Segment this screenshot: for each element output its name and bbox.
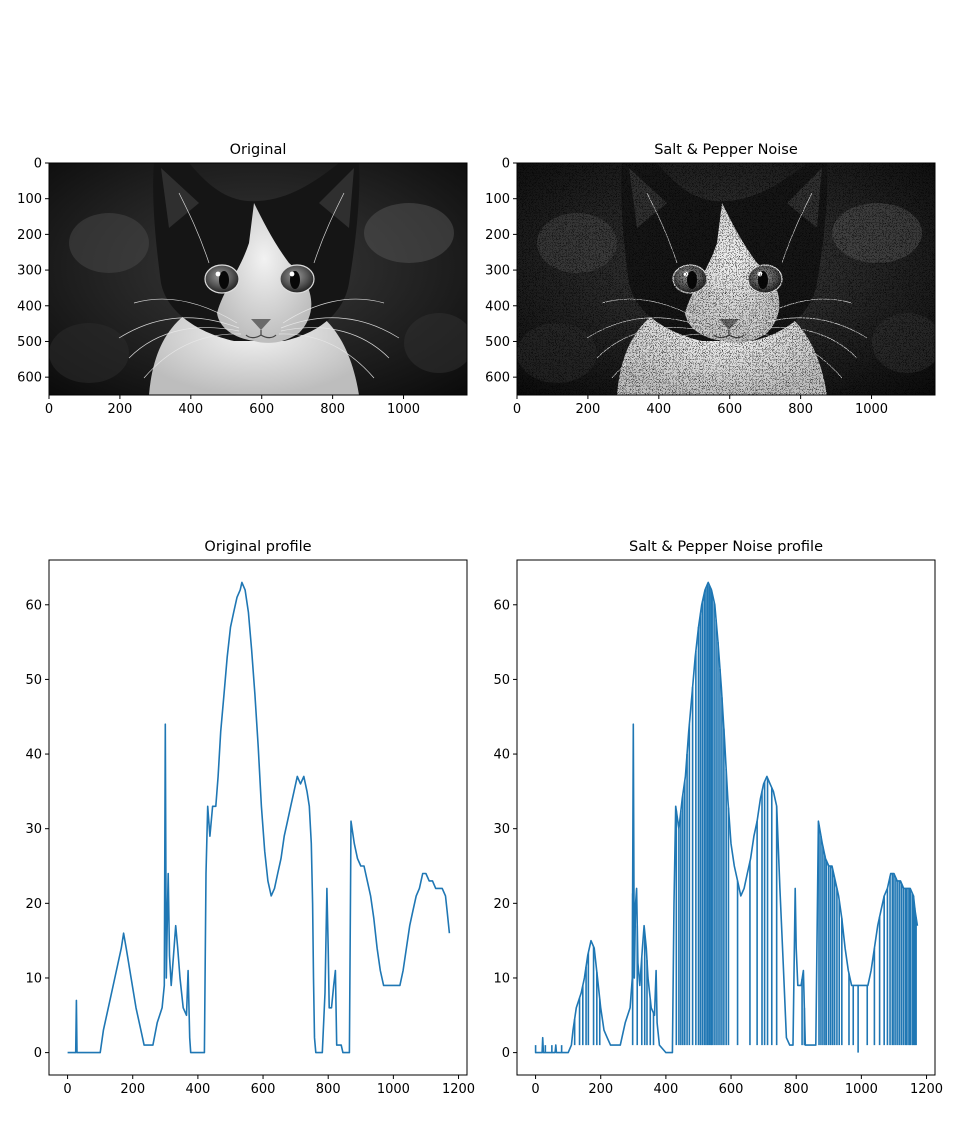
y-tick-label: 60 — [25, 598, 42, 613]
x-tick-label: 600 — [717, 402, 742, 417]
y-tick-label: 0 — [34, 1046, 42, 1061]
y-tick-label: 600 — [17, 371, 42, 386]
y-tick-label: 10 — [25, 971, 42, 986]
y-tick-label: 30 — [493, 822, 510, 837]
y-tick-label: 100 — [485, 192, 510, 207]
y-tick-label: 0 — [502, 1046, 510, 1061]
y-tick-label: 200 — [485, 228, 510, 243]
axes-frame — [516, 559, 936, 1076]
x-tick-label: 1000 — [845, 1082, 878, 1097]
y-tick-label: 60 — [493, 598, 510, 613]
y-tick-label: 50 — [25, 673, 42, 688]
y-tick-label: 40 — [493, 748, 510, 763]
y-tick-label: 400 — [485, 299, 510, 314]
salt-pepper-noise-overlay — [517, 163, 935, 395]
y-tick-label: 300 — [17, 264, 42, 279]
x-tick-label: 200 — [107, 402, 132, 417]
x-tick-label: 200 — [575, 402, 600, 417]
x-tick-label: 0 — [531, 1082, 539, 1097]
x-tick-label: 1000 — [855, 402, 888, 417]
y-tick-label: 30 — [25, 822, 42, 837]
x-tick-label: 1000 — [377, 1082, 410, 1097]
panel-title: Original profile — [204, 539, 311, 555]
x-tick-label: 600 — [251, 1082, 276, 1097]
x-tick-label: 600 — [249, 402, 274, 417]
x-tick-label: 800 — [320, 402, 345, 417]
x-tick-label: 800 — [788, 402, 813, 417]
panel-1: Original 0 200 400 600 800 1000 0 100 200 300 400 50… — [17, 142, 468, 417]
panel-3: Original profile 0 200 400 600 800 1000 1200 0 10… — [25, 539, 475, 1097]
x-tick-label: 800 — [316, 1082, 341, 1097]
y-tick-label: 40 — [25, 748, 42, 763]
x-tick-label: 1200 — [442, 1082, 475, 1097]
y-tick-label: 0 — [34, 157, 42, 172]
panel-title: Original — [230, 142, 287, 158]
x-tick-label: 0 — [45, 402, 53, 417]
panel-title: Salt & Pepper Noise — [654, 142, 798, 158]
axes-frame — [48, 162, 468, 396]
y-tick-label: 400 — [17, 299, 42, 314]
y-tick-label: 500 — [17, 335, 42, 350]
y-tick-label: 10 — [493, 971, 510, 986]
panel-2: Salt & Pepper Noise 0 200 400 600 800 1000 0 100… — [485, 142, 936, 417]
y-tick-label: 100 — [17, 192, 42, 207]
y-tick-label: 20 — [493, 897, 510, 912]
x-tick-label: 1000 — [387, 402, 420, 417]
x-tick-label: 800 — [784, 1082, 809, 1097]
y-tick-label: 300 — [485, 264, 510, 279]
y-tick-label: 500 — [485, 335, 510, 350]
x-tick-label: 1200 — [910, 1082, 943, 1097]
x-tick-label: 600 — [719, 1082, 744, 1097]
x-tick-label: 400 — [178, 402, 203, 417]
panel-title: Salt & Pepper Noise profile — [629, 539, 823, 555]
x-tick-label: 200 — [120, 1082, 145, 1097]
x-tick-label: 400 — [185, 1082, 210, 1097]
x-tick-label: 0 — [63, 1082, 71, 1097]
y-tick-label: 20 — [25, 897, 42, 912]
profile-line — [67, 581, 451, 1054]
x-tick-label: 200 — [588, 1082, 613, 1097]
profile-line — [534, 581, 919, 1054]
x-tick-label: 0 — [513, 402, 521, 417]
y-tick-label: 200 — [17, 228, 42, 243]
x-tick-label: 400 — [646, 402, 671, 417]
axes-frame — [516, 162, 936, 396]
y-tick-label: 0 — [502, 157, 510, 172]
y-tick-label: 600 — [485, 371, 510, 386]
axes-frame — [48, 559, 468, 1076]
y-tick-label: 50 — [493, 673, 510, 688]
x-tick-label: 400 — [653, 1082, 678, 1097]
cat-image — [49, 163, 467, 395]
